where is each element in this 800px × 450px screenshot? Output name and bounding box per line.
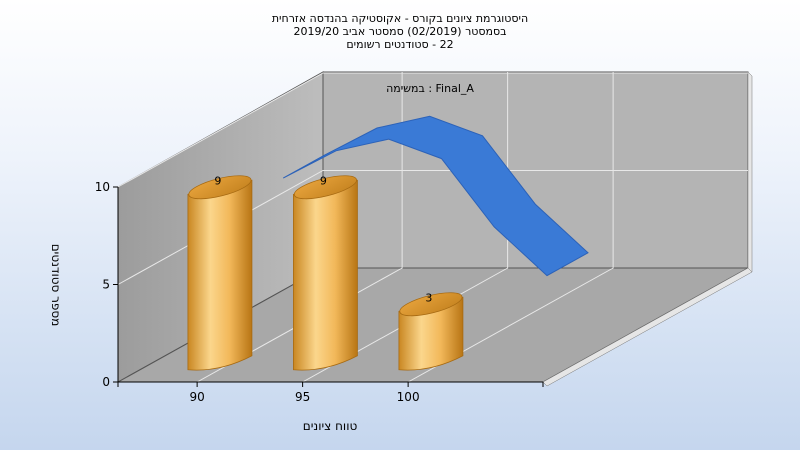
chart-title-line-1: היסטוגרמת ציונים בקורס - אקוסטיקה בהנדסה… — [271, 12, 529, 25]
chart-title-line-2: בסמסטר (02/2019) סמסטר אביב 2019/20 — [293, 25, 507, 38]
gridline-y-5 — [117, 170, 748, 285]
back-wall-edge — [747, 71, 753, 273]
bar-body-95 — [293, 179, 358, 371]
x-tick-label-90: 90 — [189, 390, 204, 404]
chart-title-line-3: 22 - סטודנטים רשומים — [346, 38, 454, 51]
final-a-curve — [282, 115, 589, 277]
data-label-100: 3 — [425, 291, 432, 304]
data-label-90: 9 — [214, 174, 221, 187]
curve-surface — [282, 115, 589, 277]
data-label-95: 9 — [320, 174, 327, 187]
y-tick-label-0: 0 — [102, 375, 110, 389]
y-tick-label-10: 10 — [95, 180, 110, 194]
gridline-x-95 — [302, 72, 509, 383]
x-tick-label-95: 95 — [295, 390, 310, 404]
bar-90: 9 — [187, 174, 253, 371]
x-axis-label: טווח ציונים — [303, 419, 358, 433]
series-label: Final_A : במשימה — [386, 82, 474, 95]
y-tick-label-5: 5 — [102, 278, 110, 292]
y-axis-label: מספר סטודנטים — [49, 244, 63, 327]
gridline-y-10 — [117, 72, 748, 188]
gridlines — [117, 72, 748, 383]
bar-cap-95 — [293, 175, 357, 200]
x-tick-label-100: 100 — [397, 390, 420, 404]
bars: 9 9 3 — [187, 174, 464, 371]
bar-body-90 — [187, 179, 253, 371]
gridline-x-100 — [407, 72, 614, 383]
bar-95: 9 — [293, 174, 358, 371]
bar-100: 3 — [398, 291, 464, 371]
bar-cap-100 — [399, 292, 463, 317]
bar-cap-90 — [188, 175, 252, 200]
axes: 0 5 10 90 95 100 — [95, 180, 544, 404]
